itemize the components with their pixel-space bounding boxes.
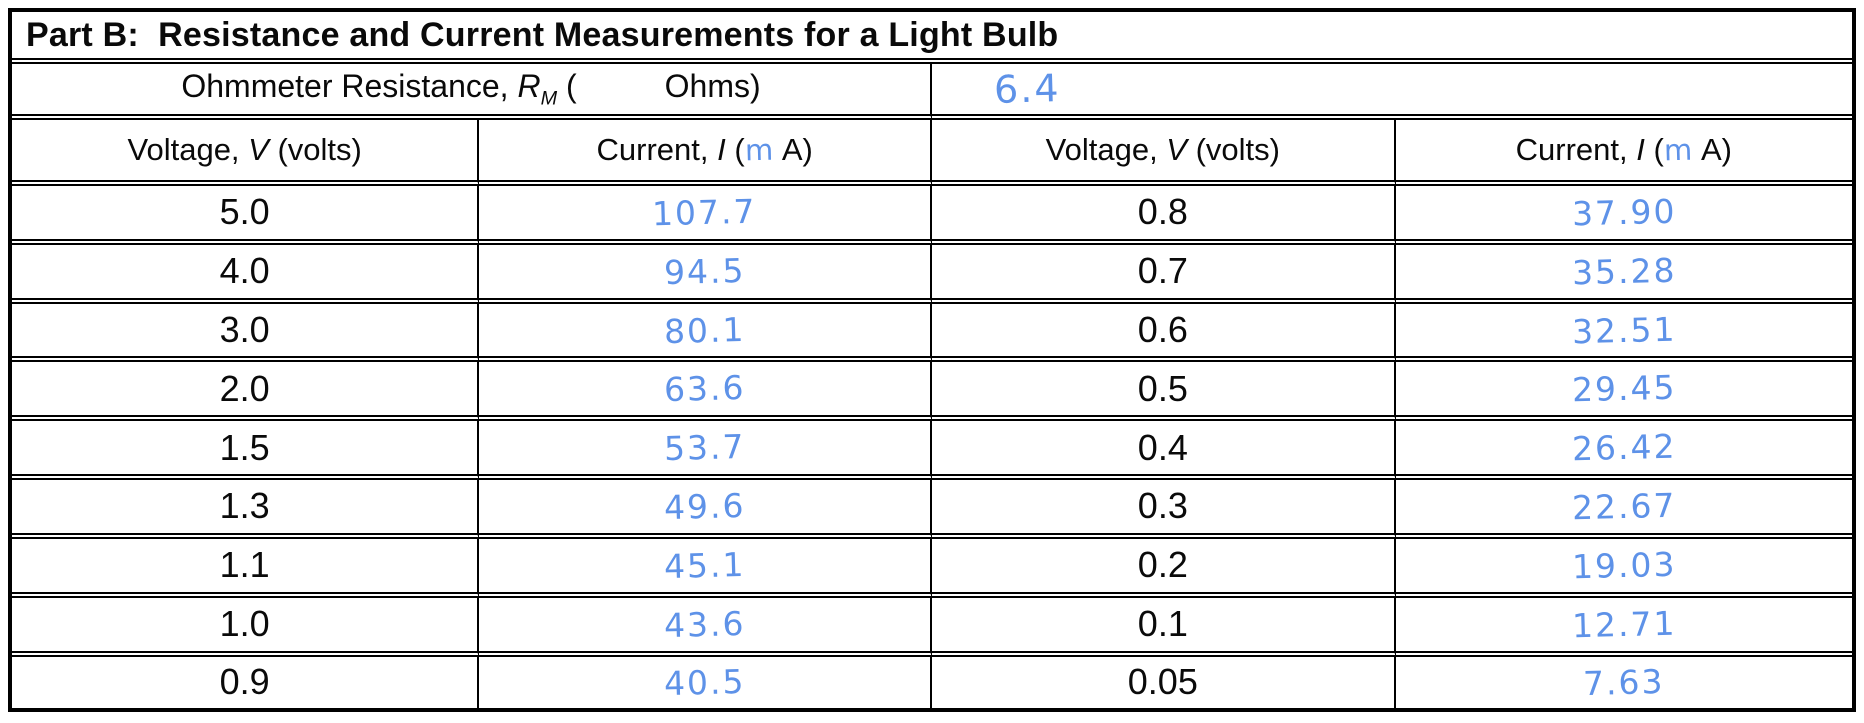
voltage-cell: 1.3	[12, 480, 480, 539]
voltage-unit-text: (volts)	[1186, 132, 1280, 167]
handwritten-current-value: 37.90	[1571, 191, 1677, 234]
handwritten-current-value: 29.45	[1571, 367, 1677, 410]
data-row: 1.5 53.7 0.4 26.42	[12, 421, 1852, 481]
ampere-unit-text: A)	[1694, 132, 1732, 167]
current-cell: 22.67	[1395, 480, 1852, 539]
current-cell: 49.6	[479, 480, 932, 539]
data-row: 3.0 80.1 0.6 32.51	[12, 303, 1852, 363]
ohmmeter-resistance-label: Ohmmeter Resistance, RM ( Ohms)	[12, 64, 932, 120]
current-cell: 107.7	[479, 186, 932, 245]
voltage-cell: 0.8	[931, 186, 1396, 245]
current-cell: 26.42	[1395, 421, 1852, 481]
voltage-cell: 0.2	[931, 538, 1396, 598]
handwritten-current-value: 53.7	[663, 427, 746, 469]
table-header-row: Voltage, V (volts) Current, I (m A) Volt…	[12, 120, 1852, 186]
data-row: 1.0 43.6 0.1 12.71	[12, 597, 1852, 657]
current-symbol: I	[717, 132, 726, 167]
handwritten-current-value: 40.5	[663, 661, 746, 703]
current-cell: 37.90	[1395, 186, 1852, 245]
handwritten-resistance-value: 6.4	[993, 66, 1061, 112]
handwritten-current-value: 107.7	[651, 191, 758, 234]
data-row: 0.9 40.5 0.05 7.63	[12, 656, 1852, 709]
voltage-header-left: Voltage, V (volts)	[12, 120, 480, 186]
handwritten-current-value: 22.67	[1571, 485, 1677, 528]
voltage-cell: 1.1	[12, 538, 480, 598]
current-cell: 40.5	[479, 656, 932, 708]
current-cell: 63.6	[479, 362, 932, 422]
current-cell: 35.28	[1395, 245, 1852, 304]
voltage-cell: 0.7	[931, 244, 1396, 304]
voltage-cell: 0.1	[931, 597, 1396, 657]
voltage-header-text: Voltage,	[127, 132, 249, 167]
current-cell: 45.1	[479, 538, 932, 598]
table-row: Ohmmeter Resistance, RM ( Ohms) 6.4	[12, 64, 1852, 120]
handwritten-current-value: 19.03	[1571, 544, 1677, 587]
current-header-left: Current, I (m A)	[479, 120, 932, 186]
voltage-cell: 0.5	[931, 362, 1396, 422]
current-cell: 43.6	[479, 597, 932, 657]
voltage-cell: 4.0	[12, 244, 480, 304]
data-row: 2.0 63.6 0.5 29.45	[12, 362, 1852, 422]
current-header-text: Current,	[1515, 132, 1637, 167]
voltage-symbol: V	[248, 132, 269, 167]
voltage-symbol: V	[1166, 132, 1187, 167]
current-cell: 94.5	[479, 244, 932, 304]
voltage-cell: 0.4	[931, 421, 1396, 481]
current-cell: 7.63	[1396, 657, 1852, 709]
voltage-cell: 0.3	[931, 480, 1396, 539]
current-header-right: Current, I (m A)	[1395, 120, 1852, 186]
ohms-unit-close: Ohms)	[664, 67, 761, 104]
handwritten-milli-prefix: m	[744, 132, 776, 168]
voltage-cell: 1.5	[12, 421, 480, 481]
voltage-cell: 1.0	[12, 597, 480, 657]
resistance-symbol-subscript: M	[540, 87, 558, 110]
handwritten-current-value: 7.63	[1582, 661, 1666, 703]
current-cell: 19.03	[1395, 539, 1852, 598]
current-cell: 80.1	[479, 303, 932, 363]
handwritten-current-value: 35.28	[1571, 250, 1677, 293]
data-row: 1.3 49.6 0.3 22.67	[12, 480, 1852, 539]
table-row: Part B: Resistance and Current Measureme…	[12, 12, 1852, 64]
handwritten-current-value: 26.42	[1571, 426, 1677, 469]
handwritten-current-value: 94.5	[663, 250, 746, 292]
handwritten-current-value: 63.6	[663, 368, 746, 410]
handwritten-current-value: 45.1	[663, 544, 746, 586]
handwritten-milli-prefix: m	[1663, 132, 1695, 168]
data-row: 4.0 94.5 0.7 35.28	[12, 244, 1852, 304]
handwritten-current-value: 12.71	[1571, 603, 1677, 645]
voltage-cell: 0.05	[932, 656, 1396, 708]
handwritten-current-value: 32.51	[1571, 309, 1677, 351]
voltage-cell: 0.9	[12, 656, 480, 708]
current-symbol: I	[1636, 132, 1645, 167]
voltage-cell: 0.6	[931, 303, 1396, 363]
data-row: 5.0 107.7 0.8 37.90	[12, 186, 1852, 245]
paren-open: (	[725, 132, 745, 167]
voltage-cell: 3.0	[12, 303, 480, 363]
current-cell: 12.71	[1395, 598, 1852, 657]
ohmmeter-resistance-value-cell: 6.4	[931, 64, 1852, 120]
voltage-cell: 5.0	[12, 186, 480, 245]
data-row: 1.1 45.1 0.2 19.03	[12, 538, 1852, 598]
ohmmeter-label-prefix: Ohmmeter Resistance,	[181, 67, 518, 104]
handwritten-current-value: 49.6	[663, 485, 746, 528]
table-title: Part B: Resistance and Current Measureme…	[12, 12, 1852, 64]
measurements-table: Part B: Resistance and Current Measureme…	[8, 8, 1856, 712]
voltage-cell: 2.0	[12, 362, 480, 422]
resistance-symbol: R	[517, 67, 541, 104]
voltage-unit-text: (volts)	[268, 132, 362, 167]
voltage-header-text: Voltage,	[1045, 132, 1167, 167]
ampere-unit-text: A)	[774, 132, 813, 167]
paren-open: (	[557, 67, 577, 104]
paren-open: (	[1644, 132, 1664, 167]
current-cell: 32.51	[1395, 304, 1852, 363]
voltage-header-right: Voltage, V (volts)	[931, 120, 1396, 186]
handwritten-current-value: 43.6	[663, 603, 746, 645]
current-cell: 53.7	[479, 421, 932, 481]
current-header-text: Current,	[596, 132, 718, 167]
current-cell: 29.45	[1395, 362, 1852, 422]
handwritten-current-value: 80.1	[663, 309, 746, 351]
